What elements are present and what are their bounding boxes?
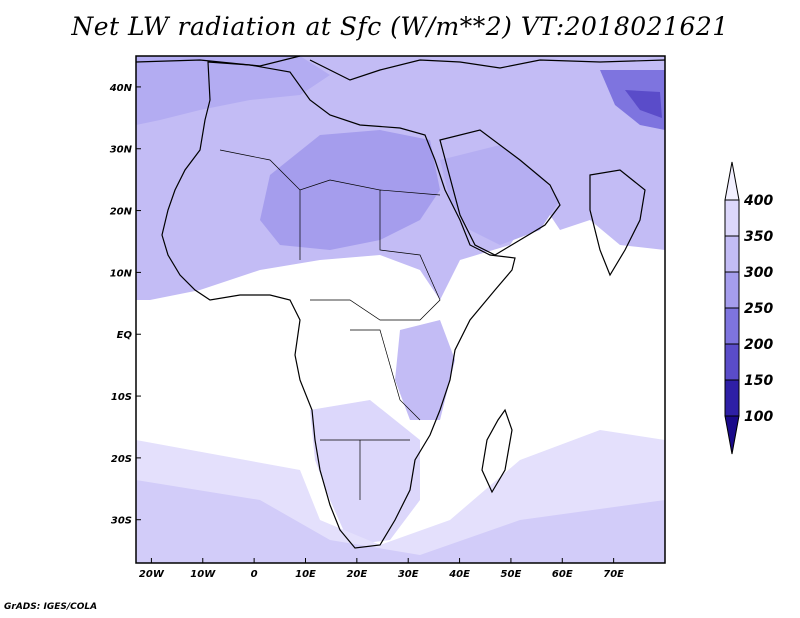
footer-credit: GrADS: IGES/COLA (4, 602, 98, 612)
x-tick-label: 0 (251, 569, 258, 580)
country-borders (219, 149, 441, 500)
x-tick-label: 60E (552, 569, 573, 580)
field-south-africa (310, 400, 420, 545)
y-tick-label: 40N (109, 83, 133, 94)
y-tick-label: 10S (111, 392, 132, 403)
colorbar-top-arrow (724, 161, 740, 201)
x-tick-label: 10W (190, 569, 216, 580)
colorbar: 400 350 300 250 200 150 100 (724, 161, 773, 455)
y-tick-label: 30N (110, 145, 133, 156)
colorbar-label: 350 (744, 229, 773, 245)
longitude-axis: 20W 10W 0 10E 20E 30E 40E 50E 60E 70E (139, 558, 624, 580)
x-tick-label: 20W (139, 569, 165, 580)
europe-coastline (135, 55, 666, 81)
colorbar-label: 300 (744, 265, 773, 281)
colorbar-segment (724, 379, 740, 417)
x-tick-label: 50E (501, 569, 522, 580)
y-tick-label: EQ (117, 330, 133, 341)
field-arabia (440, 145, 560, 245)
colorbar-label: 100 (744, 409, 773, 425)
colorbar-label: 400 (743, 193, 773, 209)
colorbar-label: 150 (744, 373, 773, 389)
colorbar-segment (724, 271, 740, 309)
field-south-ocean-2 (136, 480, 665, 563)
coastlines (135, 55, 666, 549)
colorbar-segment (724, 343, 740, 381)
field-east-africa (395, 320, 455, 420)
colorbar-segment (724, 199, 740, 237)
india-coastline (589, 169, 646, 277)
madagascar-coastline (481, 408, 513, 494)
radiation-fill-field (136, 56, 665, 563)
x-tick-label: 70E (603, 569, 624, 580)
y-tick-label: 20S (111, 454, 132, 465)
x-tick-label: 20E (346, 569, 367, 580)
field-sahara (260, 130, 440, 250)
colorbar-segment (724, 235, 740, 273)
africa-coastline (161, 61, 516, 549)
map-title: Net LW radiation at Sfc (W/m**2) VT:2018… (71, 12, 729, 41)
field-europe (136, 56, 330, 125)
map-frame (135, 55, 666, 564)
x-tick-label: 40E (448, 569, 470, 580)
y-tick-label: 20N (110, 207, 133, 218)
colorbar-bottom-arrow (724, 415, 740, 455)
colorbar-label: 200 (744, 337, 773, 353)
colorbar-label: 250 (744, 301, 773, 317)
y-tick-label: 10N (110, 268, 133, 279)
colorbar-segment (724, 307, 740, 345)
y-tick-label: 30S (111, 516, 132, 527)
latitude-axis: 40N 30N 20N 10N EQ 10S 20S 30S (109, 83, 141, 527)
x-tick-label: 10E (295, 569, 316, 580)
field-tibet-core (625, 90, 662, 118)
arabia-coastline (439, 129, 561, 256)
x-tick-label: 30E (398, 569, 419, 580)
